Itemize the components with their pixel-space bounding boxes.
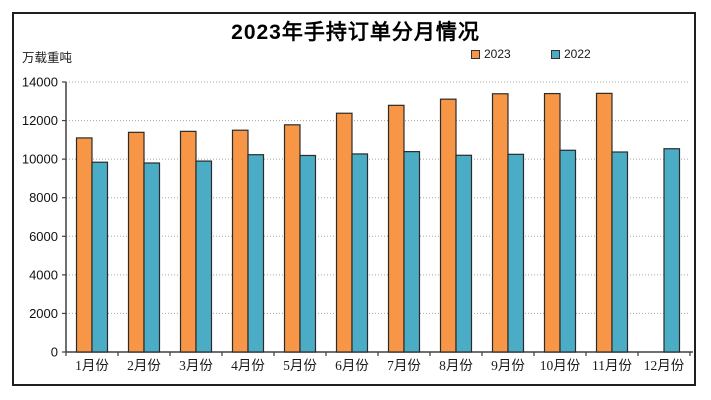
chart-title: 2023年手持订单分月情况 — [231, 21, 480, 44]
x-tick-label: 6月份 — [335, 358, 369, 373]
bar-2023-1月份 — [75, 137, 93, 353]
legend-label-2023: 2023 — [484, 47, 511, 61]
y-tick-label: 2000 — [29, 306, 58, 321]
bar-2022-11月份 — [611, 151, 629, 353]
bar-2022-9月份 — [507, 153, 525, 353]
bar-2022-10月份 — [559, 149, 577, 353]
bar-2023-3月份 — [179, 130, 197, 353]
bar-2022-3月份 — [195, 160, 213, 353]
bar-2022-5月份 — [299, 154, 317, 353]
y-tick-label: 14000 — [22, 75, 58, 90]
bar-2023-8月份 — [439, 98, 457, 353]
bar-2023-7月份 — [387, 104, 405, 353]
y-axis-unit-label: 万载重吨 — [22, 51, 73, 65]
legend-item-2022: 2022 — [551, 47, 591, 61]
bar-2023-5月份 — [283, 124, 301, 353]
y-tick-label: 6000 — [29, 229, 58, 244]
x-tick-label: 12月份 — [644, 358, 685, 373]
x-tick-label: 9月份 — [491, 358, 525, 373]
legend-item-2023: 2023 — [471, 47, 511, 61]
x-tick-label: 5月份 — [283, 358, 317, 373]
bar-2022-8月份 — [455, 154, 473, 353]
bar-2023-6月份 — [335, 112, 353, 353]
legend-swatch-2023 — [471, 50, 480, 59]
bar-2022-7月份 — [403, 151, 421, 353]
bar-2023-10月份 — [543, 92, 561, 353]
y-tick-label: 10000 — [22, 152, 58, 167]
x-tick-label: 1月份 — [75, 358, 109, 373]
y-tick-label: 12000 — [22, 113, 58, 128]
bar-2022-6月份 — [351, 153, 369, 353]
x-tick-label: 8月份 — [439, 358, 473, 373]
x-tick-label: 11月份 — [592, 358, 632, 373]
y-tick-label: 4000 — [29, 267, 58, 282]
bar-2023-2月份 — [127, 131, 145, 353]
bar-2022-4月份 — [247, 154, 265, 353]
x-tick-label: 2月份 — [127, 358, 161, 373]
bar-2022-2月份 — [143, 162, 161, 353]
legend-label-2022: 2022 — [564, 47, 591, 61]
x-tick-label: 7月份 — [387, 358, 421, 373]
x-tick-label: 10月份 — [540, 358, 581, 373]
x-tick-label: 4月份 — [231, 358, 265, 373]
bar-2023-4月份 — [231, 129, 249, 353]
y-tick-label: 8000 — [29, 190, 58, 205]
bar-2022-1月份 — [91, 161, 109, 353]
bar-2023-11月份 — [595, 92, 613, 353]
bar-2022-12月份 — [663, 148, 681, 353]
y-tick-label: 0 — [51, 345, 58, 360]
x-tick-label: 3月份 — [179, 358, 213, 373]
legend-swatch-2022 — [551, 50, 560, 59]
bar-2023-9月份 — [491, 93, 509, 353]
